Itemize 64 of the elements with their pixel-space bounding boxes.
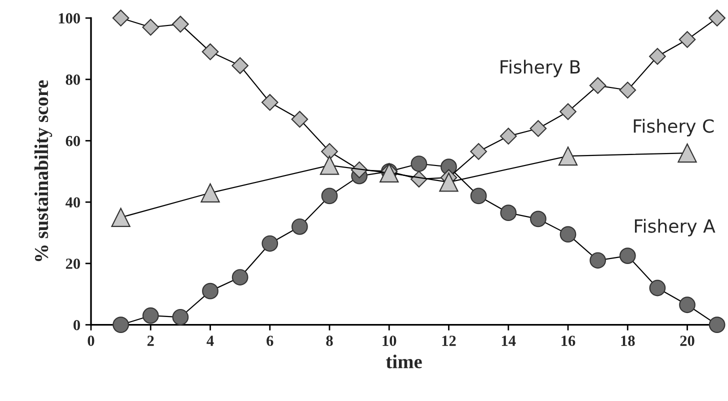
y-tick-label: 20	[66, 258, 80, 269]
point	[112, 10, 130, 26]
x-axis-title: time	[386, 354, 422, 368]
y-tick-label: 80	[66, 74, 80, 85]
point	[500, 204, 517, 222]
x-tick-label: 16	[562, 336, 576, 346]
point	[291, 110, 308, 128]
x-tick-label: 10	[382, 336, 396, 346]
point	[262, 235, 278, 252]
x-tick-label: 8	[326, 336, 333, 346]
point	[530, 120, 547, 137]
point	[558, 146, 578, 166]
y-tick-label: 100	[58, 13, 80, 24]
x-tick-label: 2	[147, 336, 154, 346]
point	[530, 210, 546, 228]
point	[321, 188, 338, 204]
point	[142, 307, 159, 324]
point	[380, 163, 399, 183]
point	[590, 252, 606, 269]
point	[560, 226, 576, 243]
point	[619, 82, 636, 99]
series-label: Fishery C	[634, 118, 714, 136]
point	[619, 248, 636, 264]
point	[142, 18, 160, 36]
x-tick-label: 0	[88, 336, 94, 346]
x-tick-label: 14	[502, 336, 516, 346]
point	[708, 316, 726, 334]
point	[172, 308, 189, 326]
point	[292, 218, 308, 235]
point	[470, 188, 487, 204]
point	[321, 143, 338, 160]
point	[560, 103, 576, 120]
point	[589, 77, 606, 94]
point	[232, 269, 248, 286]
point	[439, 172, 458, 192]
x-tick-label: 12	[442, 336, 456, 346]
x-tick-label: 6	[266, 336, 274, 346]
point	[678, 31, 696, 48]
y-tick-label: 40	[66, 197, 80, 208]
point	[708, 10, 726, 26]
point	[470, 143, 487, 160]
point	[232, 57, 248, 74]
point	[112, 316, 130, 334]
point	[649, 48, 666, 65]
point	[202, 282, 218, 300]
y-tick-label: 0	[74, 320, 80, 330]
x-tick-label: 20	[680, 336, 694, 346]
point	[261, 94, 278, 111]
x-tick-label: 18	[621, 336, 635, 346]
x-tick-label: 4	[206, 336, 214, 346]
series-label: Fishery B	[500, 60, 580, 78]
point	[172, 16, 189, 33]
point	[200, 183, 220, 202]
point	[500, 128, 517, 145]
point	[649, 280, 666, 296]
y-axis-title: % sustainability score	[34, 80, 52, 262]
point	[202, 43, 219, 60]
y-tick-label: 60	[66, 136, 80, 146]
point	[678, 143, 697, 163]
point	[679, 296, 696, 314]
point	[320, 156, 340, 175]
series-label: Fishery A	[634, 218, 716, 236]
point	[111, 208, 130, 228]
point	[410, 156, 428, 172]
